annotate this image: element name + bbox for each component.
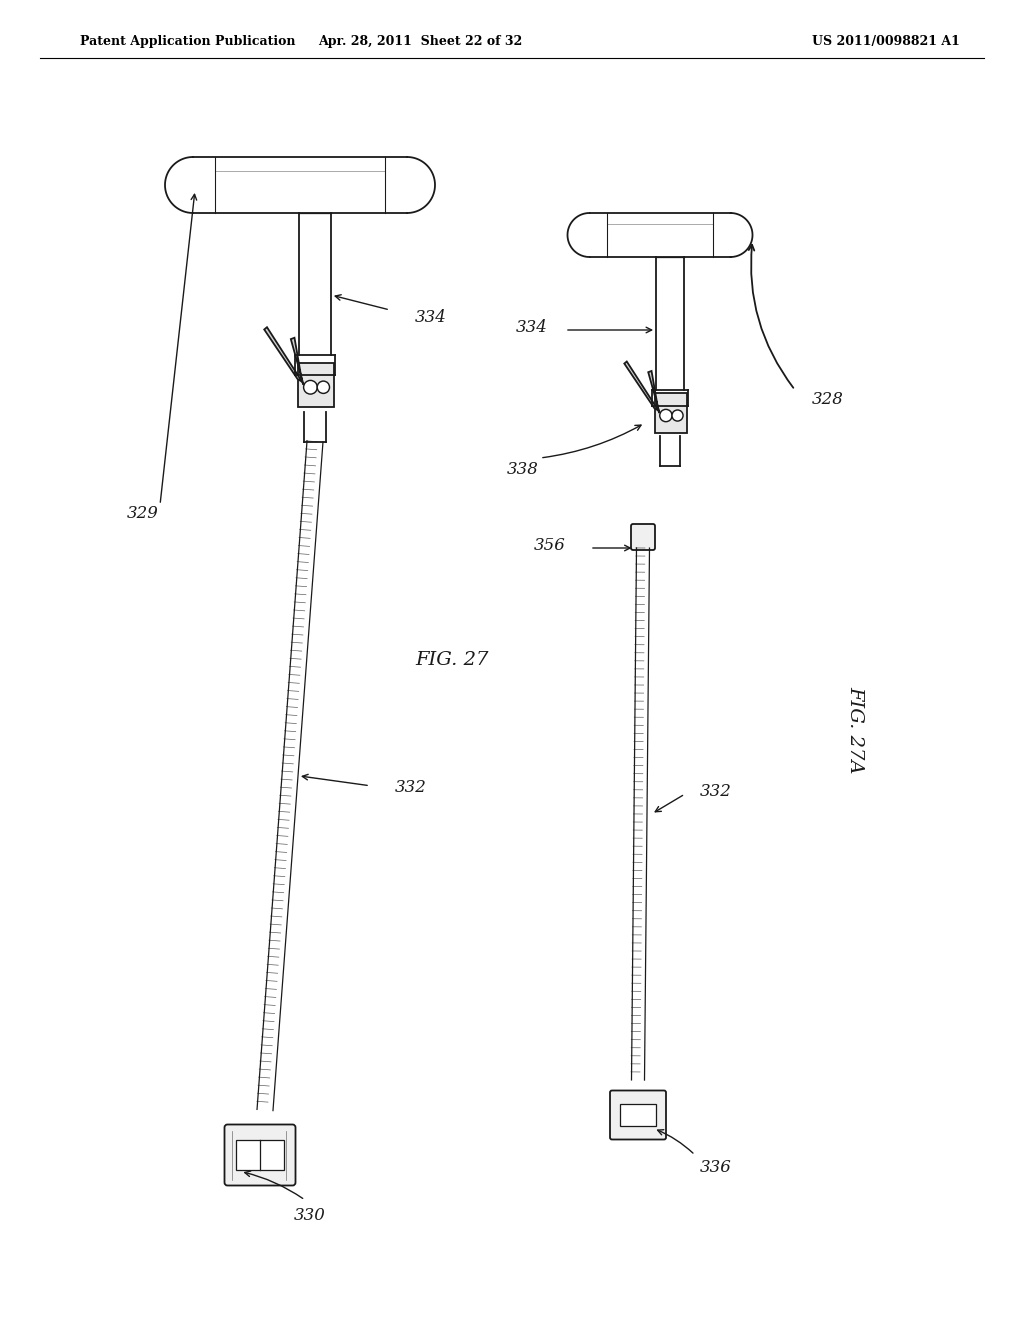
Circle shape bbox=[317, 381, 330, 393]
Text: 356: 356 bbox=[535, 537, 566, 554]
FancyBboxPatch shape bbox=[631, 524, 655, 550]
Text: US 2011/0098821 A1: US 2011/0098821 A1 bbox=[812, 36, 961, 49]
Text: 336: 336 bbox=[700, 1159, 732, 1176]
Text: 328: 328 bbox=[812, 392, 844, 408]
Text: FIG. 27: FIG. 27 bbox=[415, 651, 488, 669]
Text: 332: 332 bbox=[395, 779, 427, 796]
Polygon shape bbox=[291, 338, 303, 384]
FancyBboxPatch shape bbox=[224, 1125, 296, 1185]
Text: FIG. 27A: FIG. 27A bbox=[846, 686, 864, 774]
Polygon shape bbox=[648, 371, 659, 413]
Text: 338: 338 bbox=[507, 462, 539, 479]
Text: 329: 329 bbox=[127, 504, 159, 521]
Text: 332: 332 bbox=[700, 784, 732, 800]
Polygon shape bbox=[654, 393, 687, 433]
FancyBboxPatch shape bbox=[610, 1090, 666, 1139]
Text: Patent Application Publication: Patent Application Publication bbox=[80, 36, 296, 49]
Circle shape bbox=[672, 411, 683, 421]
Polygon shape bbox=[298, 363, 334, 407]
Bar bbox=[620, 1104, 656, 1126]
Text: 330: 330 bbox=[294, 1206, 326, 1224]
Text: Apr. 28, 2011  Sheet 22 of 32: Apr. 28, 2011 Sheet 22 of 32 bbox=[317, 36, 522, 49]
Text: 334: 334 bbox=[516, 319, 548, 337]
Circle shape bbox=[659, 409, 672, 421]
Text: 334: 334 bbox=[415, 309, 446, 326]
Polygon shape bbox=[625, 362, 658, 411]
Polygon shape bbox=[264, 327, 302, 381]
Bar bbox=[236, 1140, 285, 1170]
Circle shape bbox=[303, 380, 317, 395]
